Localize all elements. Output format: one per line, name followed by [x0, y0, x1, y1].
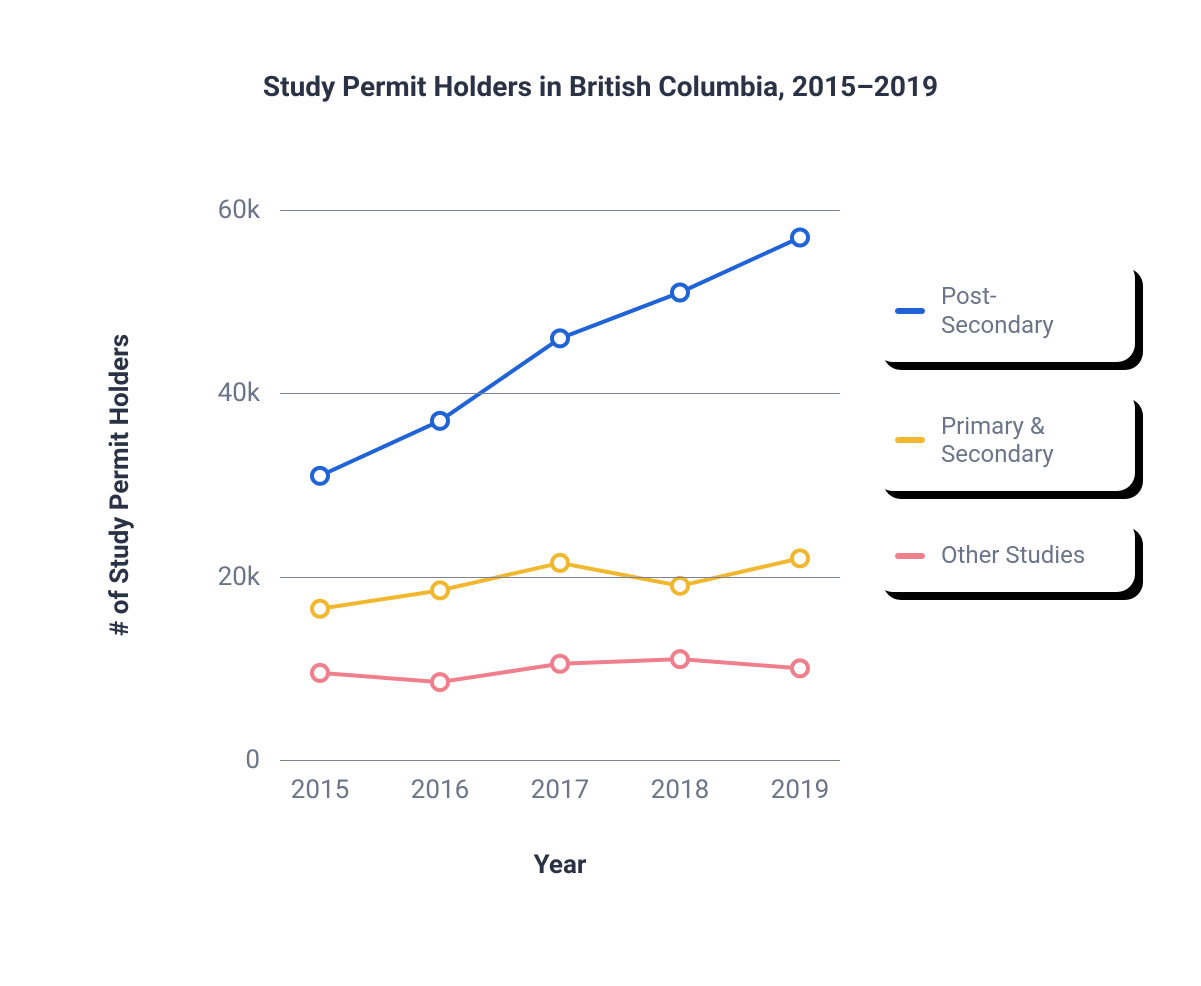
- x-axis-label: Year: [280, 850, 840, 880]
- series-marker: [432, 582, 448, 598]
- series-marker: [552, 656, 568, 672]
- chart-container: Study Permit Holders in British Columbia…: [0, 0, 1201, 986]
- series-marker: [792, 660, 808, 676]
- series-marker: [672, 578, 688, 594]
- legend-item: Post-Secondary: [875, 260, 1135, 362]
- series-line: [320, 238, 800, 476]
- gridline: [280, 393, 840, 394]
- y-tick-label: 40k: [180, 378, 260, 408]
- series-marker: [312, 601, 328, 617]
- legend: Post-Secondary Primary & Secondary Other S…: [875, 260, 1135, 620]
- series-marker: [432, 413, 448, 429]
- x-tick-label: 2017: [520, 775, 600, 805]
- series-marker: [552, 330, 568, 346]
- series-marker: [432, 674, 448, 690]
- series-marker: [672, 651, 688, 667]
- x-tick-label: 2018: [640, 775, 720, 805]
- legend-label: Other Studies: [941, 541, 1085, 570]
- x-tick-label: 2015: [280, 775, 360, 805]
- legend-label: Post-Secondary: [941, 282, 1105, 340]
- gridline: [280, 210, 840, 211]
- legend-swatch: [895, 437, 925, 443]
- chart-lines-svg: [280, 210, 840, 760]
- series-marker: [792, 230, 808, 246]
- series-marker: [312, 665, 328, 681]
- legend-swatch: [895, 308, 925, 314]
- y-tick-label: 20k: [180, 562, 260, 592]
- y-tick-label: 60k: [180, 195, 260, 225]
- gridline: [280, 577, 840, 578]
- gridline: [280, 760, 840, 761]
- legend-item: Other Studies: [875, 519, 1135, 592]
- series-marker: [552, 555, 568, 571]
- x-tick-label: 2019: [760, 775, 840, 805]
- plot-area: 020k40k60k20152016201720182019: [280, 210, 840, 760]
- y-axis-label: # of Study Permit Holders: [105, 334, 135, 636]
- y-tick-label: 0: [180, 745, 260, 775]
- series-marker: [312, 468, 328, 484]
- chart-title: Study Permit Holders in British Columbia…: [0, 70, 1201, 103]
- legend-item: Primary & Secondary: [875, 390, 1135, 492]
- x-tick-label: 2016: [400, 775, 480, 805]
- legend-label: Primary & Secondary: [941, 412, 1105, 470]
- series-marker: [792, 550, 808, 566]
- legend-swatch: [895, 553, 925, 559]
- series-marker: [672, 285, 688, 301]
